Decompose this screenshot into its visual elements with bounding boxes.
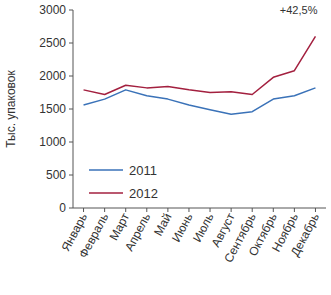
legend-label: 2011 xyxy=(129,163,157,178)
x-tick xyxy=(146,208,147,212)
x-tick xyxy=(231,208,232,212)
legend-label: 2012 xyxy=(129,186,158,201)
y-axis-label: Тыс. упаковок xyxy=(4,70,18,148)
x-tick xyxy=(273,208,274,212)
x-tick xyxy=(294,208,295,212)
y-tick-label: 2000 xyxy=(39,69,66,83)
y-tick xyxy=(69,109,73,110)
annotation: +42,5% xyxy=(280,4,318,16)
y-tick xyxy=(69,43,73,44)
x-tick xyxy=(252,208,253,212)
chart: 050010001500200025003000Тыс. упаковокЯнв… xyxy=(0,0,331,295)
x-tick-label: Апрель xyxy=(122,211,153,254)
x-tick xyxy=(83,208,84,212)
series-line xyxy=(84,36,316,94)
plot-area xyxy=(84,36,316,114)
y-tick xyxy=(69,142,73,143)
x-tick xyxy=(210,208,211,212)
y-tick-label: 2500 xyxy=(39,36,66,50)
legend-swatch xyxy=(89,169,123,171)
x-tick-label: Декабрь xyxy=(288,211,322,259)
y-tick xyxy=(69,208,73,209)
x-tick xyxy=(315,208,316,212)
x-tick xyxy=(104,208,105,212)
y-tick xyxy=(69,175,73,176)
y-tick xyxy=(69,76,73,77)
x-tick xyxy=(125,208,126,212)
y-tick-label: 1000 xyxy=(39,135,66,149)
y-tick-label: 3000 xyxy=(39,3,66,17)
x-tick xyxy=(188,208,189,212)
y-tick-label: 0 xyxy=(59,201,66,215)
y-tick-label: 500 xyxy=(46,168,66,182)
x-axis xyxy=(73,208,326,209)
x-tick xyxy=(167,208,168,212)
y-tick-label: 1500 xyxy=(39,102,66,116)
y-tick xyxy=(69,10,73,11)
legend-swatch xyxy=(89,192,123,194)
